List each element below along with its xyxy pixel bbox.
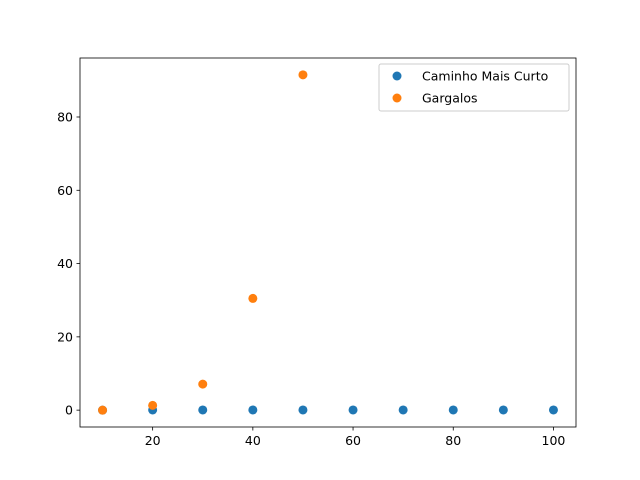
legend-label: Gargalos <box>422 91 478 106</box>
data-point <box>448 405 458 415</box>
data-point <box>198 379 208 389</box>
data-point <box>348 405 358 415</box>
data-point <box>98 405 108 415</box>
series-2 <box>98 70 308 415</box>
y-tick-label: 0 <box>65 403 73 418</box>
legend-marker <box>392 93 402 103</box>
y-tick-label: 60 <box>57 183 73 198</box>
axis-ticks: 20 40 60 80 100 0 20 40 60 80 <box>57 109 565 448</box>
x-tick-label: 40 <box>245 433 261 448</box>
x-tick-label: 20 <box>145 433 161 448</box>
data-point <box>248 293 258 303</box>
data-point <box>248 405 258 415</box>
y-tick-label: 80 <box>57 109 73 124</box>
x-tick-label: 100 <box>542 433 566 448</box>
data-point <box>548 405 558 415</box>
y-tick-label: 40 <box>57 256 73 271</box>
legend-marker <box>392 71 402 81</box>
legend-label: Caminho Mais Curto <box>422 69 548 84</box>
data-point <box>148 400 158 410</box>
y-tick-label: 20 <box>57 329 73 344</box>
legend-box <box>378 63 570 112</box>
data-point <box>498 405 508 415</box>
data-point <box>298 405 308 415</box>
x-tick-label: 60 <box>345 433 361 448</box>
legend: Caminho Mais Curto Gargalos <box>378 63 570 112</box>
plot-frame <box>79 57 577 428</box>
data-point <box>298 70 308 80</box>
plot-marks <box>98 70 558 415</box>
data-point <box>198 405 208 415</box>
x-tick-label: 80 <box>445 433 461 448</box>
data-point <box>398 405 408 415</box>
